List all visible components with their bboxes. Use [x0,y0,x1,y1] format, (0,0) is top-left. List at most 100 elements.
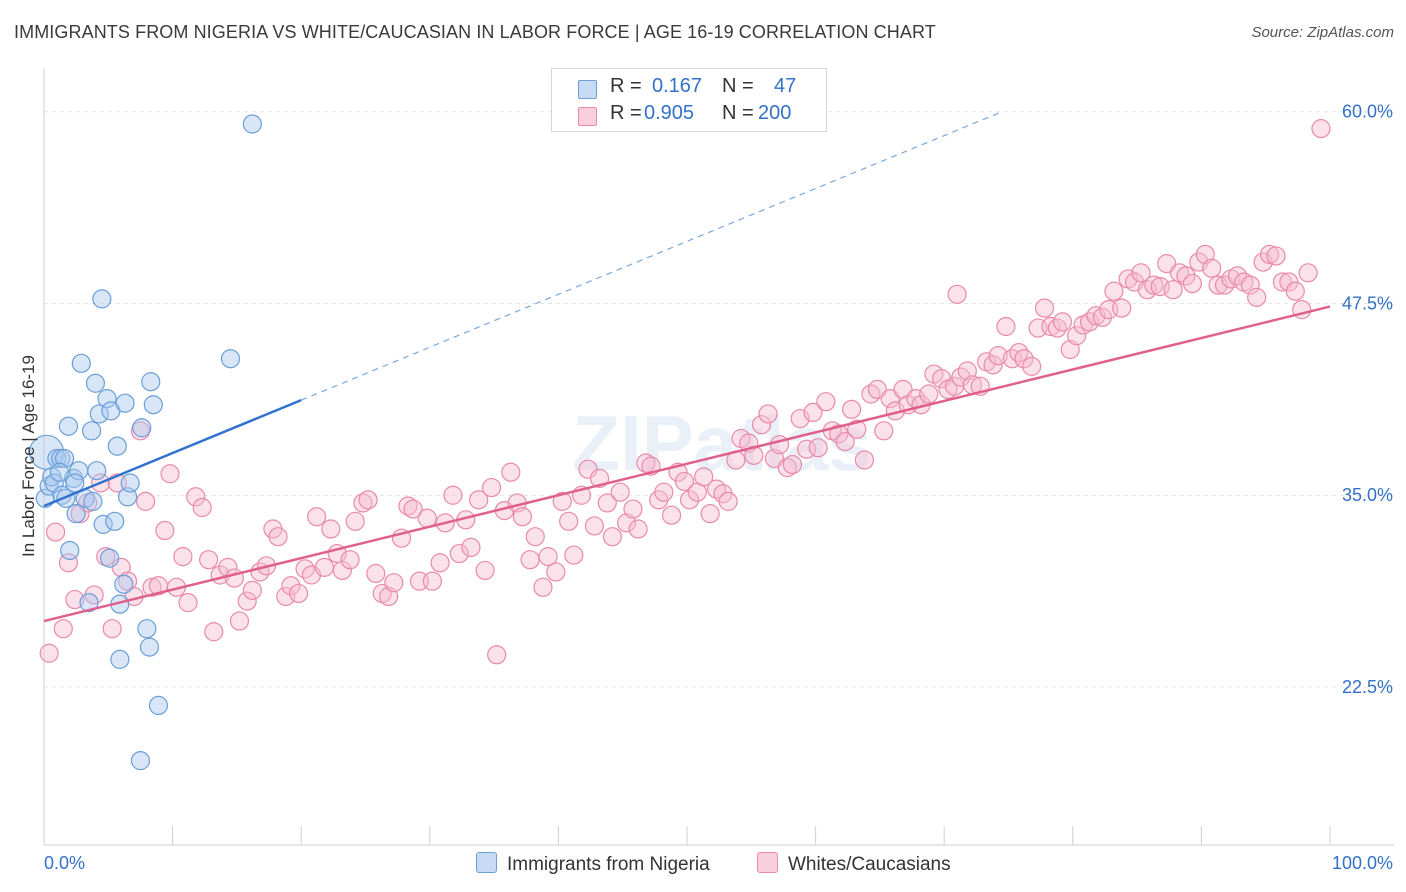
whites-caucasians-point [481,477,502,498]
nigeria-point [81,421,102,441]
nigeria-point [220,349,241,369]
whites-caucasians-point [321,519,341,539]
whites-caucasians-point [1202,258,1222,278]
legend-r-value: 0.167 [652,75,703,97]
whites-caucasians-point [430,553,450,573]
nigeria-point [85,373,106,393]
whites-caucasians-point [610,482,630,502]
nigeria-point [148,695,169,716]
nigeria-point [60,540,80,561]
whites-caucasians-point [1047,318,1067,338]
whites-caucasians-point [1112,298,1132,318]
legend-n-value: 47 [774,75,797,97]
whites-caucasians-point [636,453,656,473]
nigeria-point [105,511,125,531]
whites-caucasians-point [398,496,418,516]
y-tick-label: 47.5% [1342,293,1393,313]
whites-caucasians-point [1014,349,1034,369]
nigeria-point [132,418,152,438]
whites-caucasians-point [461,537,481,558]
bottom-legend-swatch-blue [476,852,497,873]
whites-caucasians-point [782,454,803,475]
whites-caucasians-point [199,550,219,570]
whites-caucasians-point [353,493,373,513]
whites-caucasians-point [777,458,797,478]
whites-caucasians-point [204,622,224,642]
nigeria-point [92,289,112,309]
whites-caucasians-point [520,550,540,570]
nigeria-trend-line [43,398,302,508]
nigeria-point [44,473,64,493]
whites-caucasians-point [160,464,180,484]
nigeria-point [139,637,160,657]
x-tick-label: 0.0% [44,853,85,873]
whites-caucasians-point [1311,119,1331,139]
whites-caucasians-point [988,346,1008,366]
nigeria-points [28,114,262,771]
whites-caucasians-point [487,645,507,665]
whites-caucasians-point [1131,263,1151,283]
chart-title: IMMIGRANTS FROM NIGERIA VS WHITE/CAUCASI… [14,22,936,42]
whites-caucasians-point [1240,275,1260,295]
whites-caucasians-point [142,577,162,597]
whites-caucasians-point [674,471,695,492]
whites-caucasians-point [1285,281,1305,301]
whites-caucasians-points [39,119,1331,665]
whites-caucasians-point [552,491,572,511]
whites-caucasians-point [1176,266,1196,286]
legend-swatch-blue [578,80,597,99]
whites-caucasians-point [173,547,193,567]
bottom-legend-whites: Whites/Caucasians [757,852,951,876]
whites-caucasians-point [559,511,579,531]
whites-trend-line [43,305,1331,623]
nigeria-trend-extension [300,111,1003,401]
whites-caucasians-point [919,384,939,404]
nigeria-point [49,462,70,482]
whites-caucasians-point [628,519,648,539]
whites-caucasians-point [229,611,250,631]
whites-caucasians-point [661,505,682,525]
nigeria-point [79,593,99,613]
whites-caucasians-point [854,450,875,470]
y-tick-label: 22.5% [1342,677,1393,697]
whites-caucasians-point [1034,298,1055,318]
nigeria-point [114,574,134,594]
whites-caucasians-point [718,491,738,511]
whites-caucasians-point [808,438,828,458]
whites-caucasians-point [1298,263,1318,283]
nigeria-point [143,395,163,415]
nigeria-point [58,416,79,436]
legend-r-value: 0.905 [644,102,695,124]
nigeria-point [99,548,120,568]
whites-caucasians-point [512,507,532,527]
whites-caucasians-point [135,491,156,511]
nigeria-point [93,514,113,534]
nigeria-point [120,473,140,493]
whites-caucasians-point [366,563,386,584]
whites-caucasians-point [289,583,309,604]
whites-caucasians-point [345,511,365,531]
whites-caucasians-point [242,580,262,600]
whites-caucasians-point [816,392,836,412]
tick-label-layer: 22.5% 35.0% 47.5% 60.0% 0.0% 100.0% [44,102,1393,873]
whites-caucasians-point [1067,326,1087,346]
whites-caucasians-point [947,284,967,304]
stats-legend: R = 0.167 N = 47 R = 0.905 N = 200 [551,68,827,132]
whites-caucasians-point [564,545,584,565]
whites-caucasians-point [1259,244,1280,265]
whites-caucasians-point [155,520,175,541]
y-axis-label: In Labor Force | Age 16-19 [19,355,38,557]
nigeria-point [130,751,151,771]
legend-r-label: R = [610,75,642,97]
whites-caucasians-point [1163,280,1183,300]
y-tick-label: 60.0% [1342,102,1393,122]
legend-n-label: N = [722,75,754,97]
whites-caucasians-point [525,527,545,547]
whites-caucasians-point [45,522,66,542]
whites-caucasians-point [443,485,463,505]
whites-caucasians-point [842,399,862,419]
whites-caucasians-point [314,557,334,577]
whites-caucasians-point [751,415,772,435]
whites-caucasians-point [307,507,327,527]
